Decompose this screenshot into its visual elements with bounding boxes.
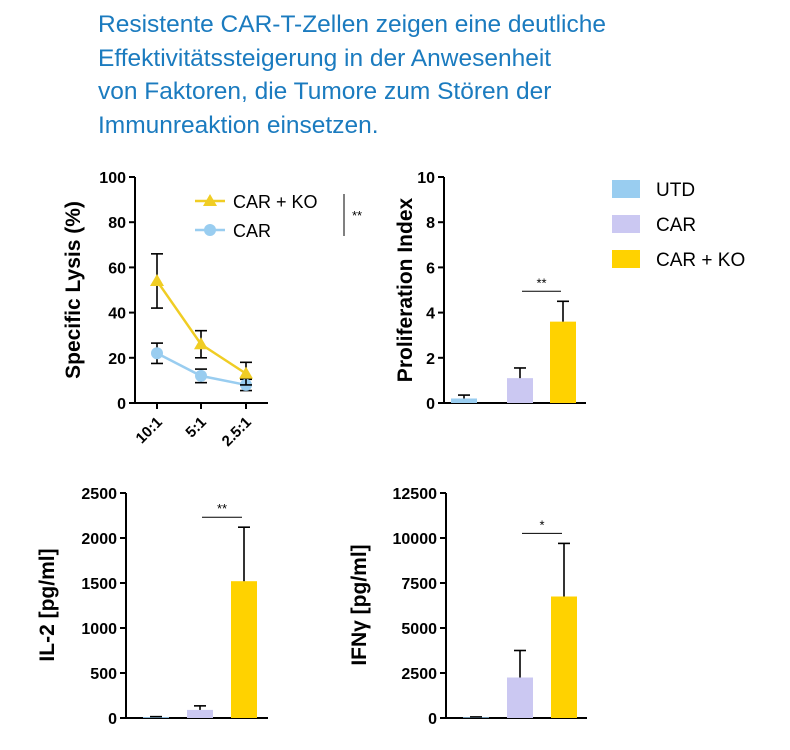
y-axis-title: IFNγ [pg/ml] — [348, 544, 371, 665]
y-tick-label: 0 — [426, 396, 435, 413]
y-tick-label: 4 — [426, 306, 435, 323]
legend-label-car: CAR — [233, 221, 271, 241]
y-tick-label: 10000 — [393, 531, 438, 548]
y-tick-label: 2500 — [81, 486, 117, 503]
bar-car-ko — [550, 321, 576, 403]
data-point-car-ko — [150, 273, 164, 286]
y-tick-label: 0 — [428, 711, 437, 728]
legend-marker-car-ko — [203, 194, 217, 206]
data-point-car-ko — [194, 337, 208, 350]
heading-line-1: Resistente CAR-T-Zellen zeigen eine deut… — [98, 11, 606, 38]
bar-utd — [143, 717, 169, 718]
x-tick-label: 5:1 — [182, 414, 209, 441]
y-tick-label: 500 — [90, 666, 117, 683]
y-tick-label: 10 — [417, 170, 435, 187]
legend-marker-car — [204, 224, 216, 236]
legend-label: CAR — [656, 215, 696, 236]
y-tick-label: 7500 — [401, 576, 437, 593]
legend-label: UTD — [656, 180, 695, 201]
significance-label: ** — [217, 501, 227, 516]
y-tick-label: 1500 — [81, 576, 117, 593]
legend-label: CAR + KO — [656, 250, 745, 271]
significance-label: * — [539, 517, 544, 532]
significance-label: ** — [352, 208, 362, 223]
y-tick-label: 2000 — [81, 531, 117, 548]
y-tick-label: 20 — [108, 351, 126, 368]
y-tick-label: 0 — [108, 711, 117, 728]
shared-legend: UTD CAR CAR + KO — [612, 180, 745, 271]
bar-car — [507, 378, 533, 403]
x-tick-label: 2.5:1 — [219, 414, 255, 450]
y-tick-label: 5000 — [401, 621, 437, 638]
y-tick-label: 0 — [117, 396, 126, 413]
y-axis-title: Specific Lysis (%) — [62, 201, 85, 379]
bar-car-ko — [551, 596, 577, 718]
y-tick-label: 12500 — [393, 486, 438, 503]
heading-line-2: Effektivitätssteigerung in der Anwesenhe… — [98, 44, 552, 72]
data-point-car-ko — [239, 366, 253, 379]
bar-car — [187, 709, 213, 718]
legend-label-car-ko: CAR + KO — [233, 192, 318, 212]
legend-swatch — [612, 250, 640, 268]
data-point-car — [151, 347, 163, 360]
bar-car — [507, 677, 533, 718]
slide-heading: Resistente CAR-T-Zellen zeigen eine deut… — [98, 8, 738, 142]
y-tick-label: 80 — [108, 215, 126, 232]
y-axis-title: IL-2 [pg/ml] — [36, 548, 59, 661]
heading-line-4: Immunreaktion einsetzen. — [98, 111, 379, 139]
y-axis-title: Proliferation Index — [394, 198, 417, 383]
x-tick-label: 10:1 — [133, 414, 166, 447]
heading-line-3: von Faktoren, die Tumore zum Stören der — [98, 78, 552, 105]
bar-utd — [451, 398, 477, 403]
y-tick-label: 60 — [108, 260, 126, 277]
legend-swatch — [612, 215, 640, 233]
data-point-car — [195, 369, 207, 382]
bar-car-ko — [231, 581, 257, 718]
y-tick-label: 1000 — [81, 621, 117, 638]
y-tick-label: 8 — [426, 215, 435, 232]
significance-label: ** — [536, 275, 546, 290]
y-tick-label: 40 — [108, 306, 126, 323]
legend-swatch — [612, 180, 640, 198]
chart-il2: 0 500 1000 1500 2000 2500 IL-2 [pg/ml] ** — [36, 486, 268, 728]
y-tick-label: 2 — [426, 351, 435, 368]
y-tick-label: 100 — [99, 170, 126, 187]
y-tick-label: 6 — [426, 260, 435, 277]
chart-ifng: 0 2500 5000 7500 10000 12500 IFNγ [pg/ml] * — [348, 486, 587, 728]
chart-lysis: 0 20 40 60 80 100 Specific Lysis (%) 10:1 5:1 2.5… — [62, 170, 362, 450]
y-tick-label: 2500 — [401, 666, 437, 683]
